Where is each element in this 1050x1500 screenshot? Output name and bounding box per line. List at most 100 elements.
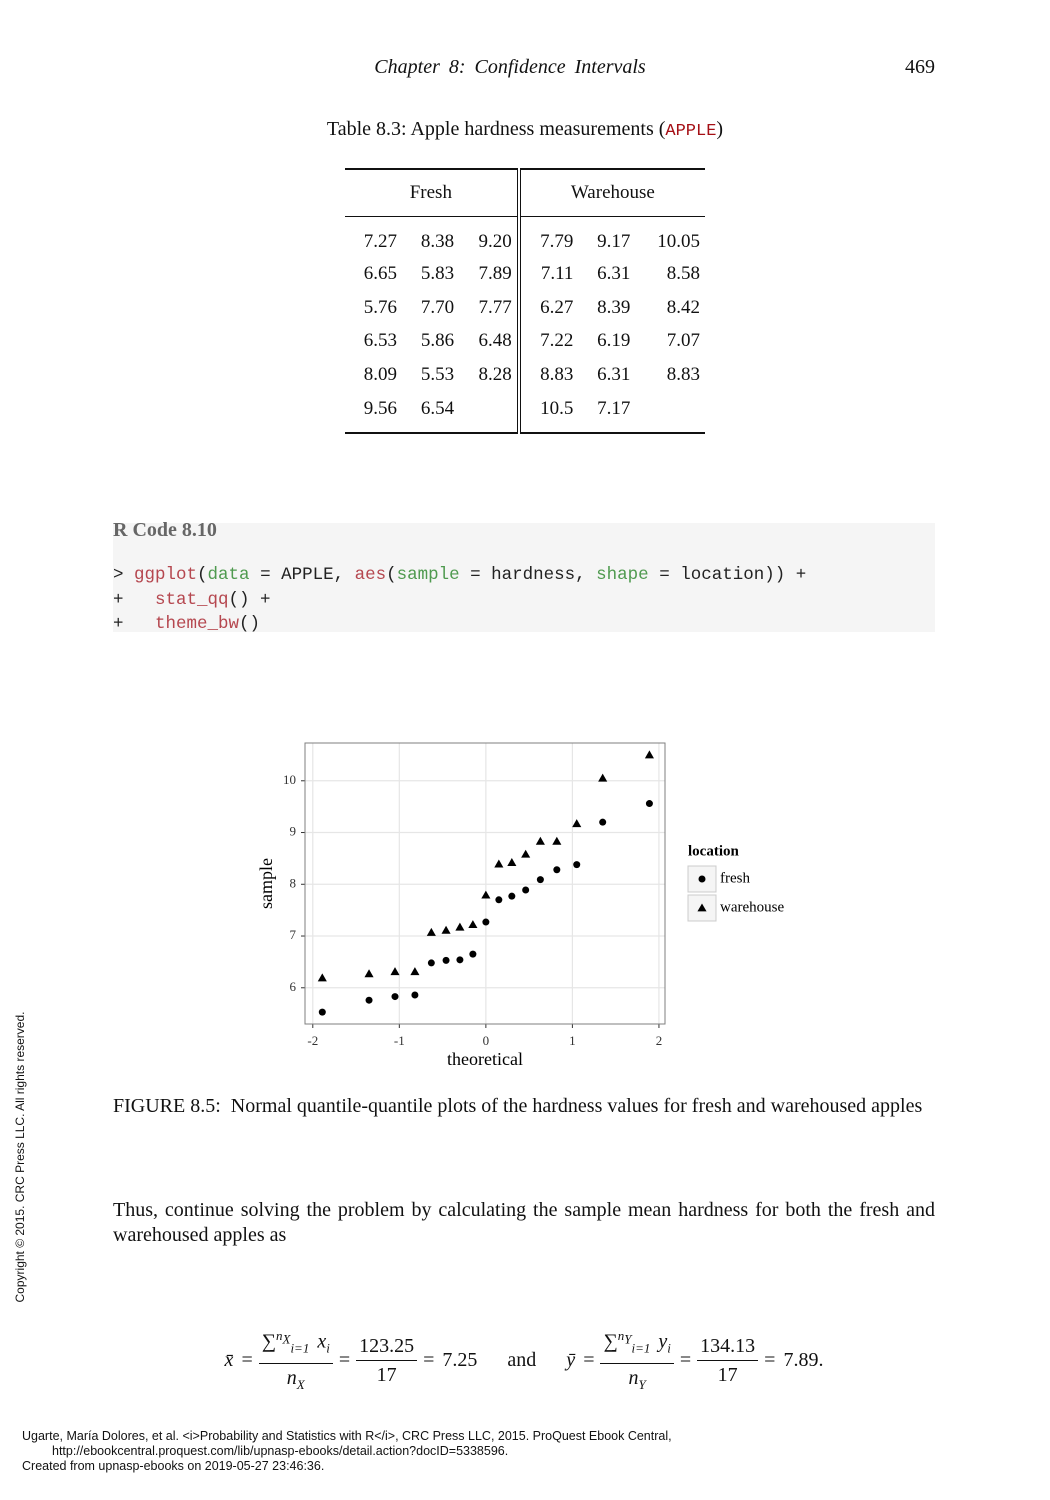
table-cell: 6.31 (597, 262, 631, 284)
table-header: Fresh (345, 169, 521, 217)
caption-text: Normal quantile-quantile plots of the ha… (230, 1095, 923, 1117)
code-lines: > ggplot(data = APPLE, aes(sample = hard… (113, 563, 806, 637)
legend-label: warehouse (720, 899, 784, 915)
fraction-denominator: nY (626, 1364, 649, 1399)
data-point (391, 993, 399, 1001)
data-point (522, 886, 530, 894)
table-cell: 7.89 (459, 257, 521, 291)
y-tick-label: 9 (290, 824, 297, 839)
equation: x̄ = ∑nXi=1 xi nX = 123.25 17 = 7.25 and ȳ = ∑nYi=1 yi… (113, 1322, 935, 1399)
fraction: 134.13 17 (697, 1332, 759, 1389)
data-point (426, 927, 436, 936)
table-cell: 10.5 (540, 398, 574, 420)
running-title: Chapter 8: Confidence Intervals (374, 56, 646, 78)
data-point (410, 967, 420, 976)
fraction-denominator: 17 (376, 1363, 397, 1386)
eq-operator: = (241, 1348, 253, 1371)
fraction-numerator: ∑nXi=1 xi (258, 1322, 333, 1364)
sum-upper-sub: X (282, 1331, 291, 1347)
table-cell: 5.86 (420, 330, 455, 352)
x-tick-label: 0 (483, 1033, 490, 1048)
table-cell: 10.05 (657, 231, 700, 252)
data-point (535, 836, 545, 845)
sum-term: x (317, 1330, 327, 1353)
data-point (573, 861, 581, 869)
paragraph: Thus, continue solving the problem by ca… (113, 1199, 935, 1246)
sum-sign: ∑ (603, 1330, 618, 1353)
eq-result: 7.89 (783, 1348, 819, 1371)
eq-operator: = (764, 1348, 776, 1371)
table-cell: 8.38 (420, 231, 455, 252)
data-point (481, 890, 491, 899)
code-title: R Code 8.10 (113, 519, 217, 541)
code-token: + (113, 589, 156, 610)
table-cell: 5.76 (363, 296, 398, 318)
fraction-numerator: ∑nYi=1 yi (600, 1322, 674, 1364)
side-copyright: Copyright © 2015. CRC Press LLC. All rig… (13, 1011, 27, 1303)
eq-operator: = (338, 1348, 351, 1371)
table-cell: 8.58 (666, 262, 700, 284)
code-token: ( (386, 565, 397, 585)
legend-marker (697, 903, 707, 912)
caption-label: FIGURE 8.5: (113, 1095, 221, 1117)
code-token: () + (228, 589, 271, 610)
term-sub: i (326, 1340, 330, 1356)
data-point (456, 956, 464, 964)
eq-operator: = (679, 1348, 692, 1371)
sum-upper: n (275, 1328, 283, 1343)
data-point (365, 996, 373, 1004)
panel-border (304, 742, 666, 1025)
data-point (645, 800, 653, 808)
table-row: 8.09 5.53 8.28 8.83 6.31 8.83 (345, 358, 705, 393)
page-number: 469 (905, 56, 935, 78)
data-table: Fresh Warehouse 7.27 8.38 9.20 7.79 9.17 10.0… (345, 168, 705, 434)
table-cell: 6.27 (540, 296, 574, 318)
y-tick-label: 7 (290, 927, 297, 942)
table-cell: 6.48 (459, 324, 521, 359)
table-cell: 7.27 (363, 231, 398, 252)
table-cell: 6.54 (420, 398, 455, 420)
data-point (508, 892, 516, 900)
table-cell: 7.22 (540, 330, 574, 352)
data-point (495, 896, 503, 904)
eq-conjunction: and (507, 1348, 537, 1371)
data-point (553, 866, 561, 874)
table-cell: 7.17 (597, 398, 631, 420)
table-cell: 7.07 (666, 330, 700, 352)
sum-term: y (658, 1330, 668, 1353)
denominator-sub: Y (638, 1376, 646, 1392)
data-point (572, 819, 582, 828)
code-token: = location)) + (648, 565, 807, 585)
table-cell: 9.56 (363, 398, 398, 420)
table-cell: 8.39 (597, 296, 631, 318)
x-axis-title: theoretical (447, 1049, 523, 1069)
table-cell: 7.11 (540, 262, 574, 284)
table-caption: Table 8.3: Apple hardness measurements (… (200, 118, 850, 141)
footer-line: Created from upnasp-ebooks on 2019-05-27… (22, 1459, 325, 1473)
sum-upper-sub: Y (624, 1331, 632, 1347)
eq-symbol: ȳ (566, 1348, 576, 1371)
legend-marker (698, 875, 706, 883)
table-row: 6.53 5.86 6.48 7.22 6.19 7.07 (345, 324, 705, 359)
data-point (507, 857, 517, 866)
table-cell: 5.83 (420, 262, 455, 284)
data-point (494, 859, 504, 868)
legend-title: location (688, 843, 739, 859)
x-tick-label: 1 (569, 1033, 576, 1048)
data-point (521, 849, 531, 858)
code-token: aes (354, 565, 387, 585)
eq-result: 7.25 (442, 1348, 478, 1371)
table-cell (459, 392, 521, 433)
code-token: shape (596, 565, 649, 585)
fraction-denominator: 17 (717, 1363, 738, 1386)
table-header: Warehouse (518, 169, 705, 217)
table-cell: 7.79 (540, 231, 574, 252)
y-tick-label: 8 (290, 875, 297, 890)
data-point (536, 876, 544, 884)
table-cell: 9.20 (459, 216, 521, 257)
table-cell: 6.31 (597, 364, 631, 386)
data-point (598, 773, 608, 782)
caption-text: ) (716, 118, 724, 140)
fraction-numerator: 134.13 (697, 1332, 759, 1361)
